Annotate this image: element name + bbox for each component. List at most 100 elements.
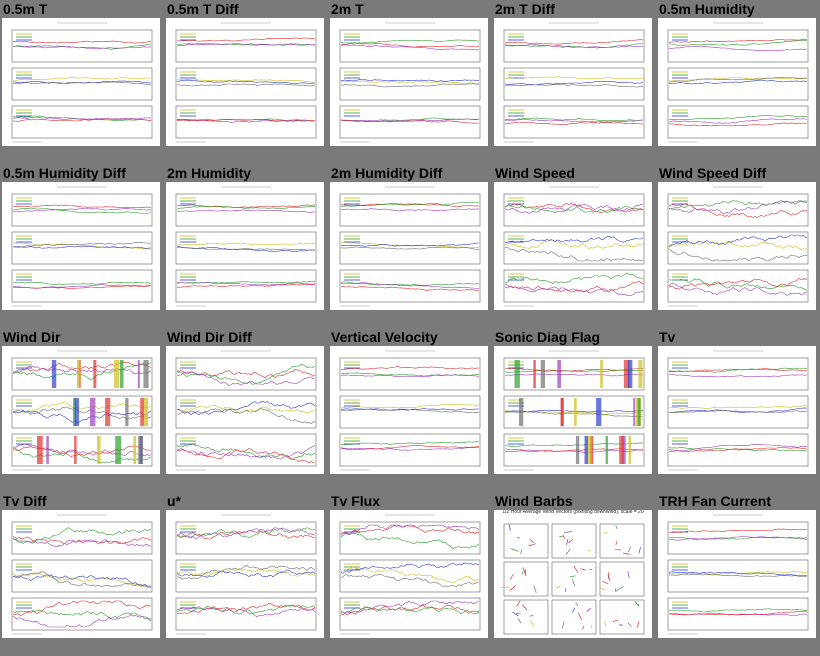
wind-vector	[575, 602, 579, 607]
wind-vector	[569, 575, 576, 578]
series-line	[341, 83, 480, 88]
panel-2m-humidity-diff: 2m Humidity Diff	[328, 164, 492, 328]
series-line	[340, 208, 480, 212]
series-line	[668, 405, 808, 409]
series-line	[668, 536, 808, 541]
subplot-frame	[339, 395, 481, 429]
plot-thumbnail-link[interactable]	[166, 18, 324, 146]
series-line	[504, 204, 644, 214]
wind-vector	[564, 531, 572, 534]
panel-0-5m-humidity-diff: 0.5m Humidity Diff	[0, 164, 164, 328]
plot-thumbnail-link[interactable]	[494, 18, 652, 146]
series-line	[341, 201, 480, 207]
plot-thumbnail-link[interactable]	[658, 346, 816, 474]
series-spike	[600, 360, 603, 388]
series-spike	[627, 360, 633, 388]
series-line	[668, 45, 808, 52]
panel-0-5m-humidity: 0.5m Humidity	[656, 0, 820, 164]
subplot-frame	[175, 105, 317, 139]
wind-vector	[509, 585, 516, 591]
wind-vector	[528, 543, 532, 546]
plot-thumbnail-link[interactable]	[166, 346, 324, 474]
plot-thumbnail-link[interactable]	[2, 346, 160, 474]
barb-panel	[551, 599, 597, 635]
plot-thumbnail-link[interactable]: 1/2 Hour Average Wind Vectors (pointing …	[494, 510, 652, 638]
series-line	[340, 42, 480, 48]
plot-thumbnail-link[interactable]	[330, 18, 488, 146]
wind-vector	[508, 524, 511, 531]
subplot-frame	[339, 29, 481, 63]
series-line	[176, 443, 316, 460]
plot-image	[503, 186, 645, 307]
panel-tv-diff: Tv Diff	[0, 492, 164, 656]
series-line	[668, 444, 808, 452]
series-line	[176, 569, 316, 578]
subplot-frame	[667, 193, 809, 227]
plot-thumbnail-link[interactable]	[166, 182, 324, 310]
plot-image	[175, 22, 317, 143]
series-line	[176, 401, 316, 416]
plot-thumbnail-link[interactable]	[330, 346, 488, 474]
subplot-frame	[11, 29, 153, 63]
plot-thumbnail-link[interactable]	[2, 182, 160, 310]
series-line	[176, 527, 316, 538]
series-line	[668, 118, 808, 124]
panel-title: Tv	[659, 329, 676, 345]
series-line	[340, 403, 480, 409]
series-line	[340, 562, 480, 574]
series-spike	[605, 436, 608, 464]
panel-title: Wind Dir	[3, 329, 61, 345]
plot-thumbnail-link[interactable]	[2, 18, 160, 146]
subplot-frame	[11, 105, 153, 139]
plot-image	[11, 350, 153, 471]
subplot-frame	[175, 597, 317, 631]
plot-image	[503, 350, 645, 471]
plot-thumbnail-link[interactable]	[658, 182, 816, 310]
series-line	[12, 571, 151, 588]
series-line	[340, 408, 479, 414]
series-line	[340, 441, 479, 446]
series-line	[668, 610, 808, 616]
plot-thumbnail-link[interactable]	[494, 346, 652, 474]
wind-vector	[615, 540, 618, 545]
series-line	[340, 524, 480, 535]
plot-thumbnail-link[interactable]	[658, 18, 816, 146]
series-spike	[97, 436, 101, 464]
series-line	[12, 242, 152, 250]
plot-thumbnail-link[interactable]	[330, 182, 488, 310]
subplot-frame	[11, 67, 153, 101]
panel-title: 2m T Diff	[495, 1, 555, 17]
wind-vector	[559, 535, 564, 537]
series-line	[340, 118, 480, 122]
subplot-frame	[667, 357, 809, 391]
subplot-frame	[11, 597, 153, 631]
series-line	[504, 280, 644, 293]
series-line	[668, 203, 808, 219]
plot-thumbnail-link[interactable]	[166, 510, 324, 638]
plot-thumbnail-link[interactable]	[494, 182, 652, 310]
subplot-frame	[175, 395, 317, 429]
series-line	[668, 241, 808, 251]
series-line	[12, 527, 152, 544]
wind-vector	[510, 548, 519, 552]
wind-vector	[556, 585, 561, 589]
plot-thumbnail-link[interactable]	[2, 510, 160, 638]
plot-thumbnail-link[interactable]	[658, 510, 816, 638]
subplot-frame	[339, 67, 481, 101]
wind-vector	[568, 538, 574, 544]
barb-panel	[503, 599, 549, 635]
series-line	[340, 374, 480, 378]
wind-vector	[607, 571, 610, 579]
series-spike	[105, 398, 111, 426]
series-line	[340, 604, 480, 616]
wind-vector	[634, 600, 640, 607]
series-line	[668, 368, 808, 373]
series-spike	[133, 436, 137, 464]
series-line	[176, 444, 316, 460]
series-line	[668, 283, 808, 296]
plot-thumbnail-link[interactable]	[330, 510, 488, 638]
wind-vector	[587, 549, 592, 552]
series-spike	[138, 436, 143, 464]
series-spike	[74, 398, 80, 426]
series-line	[504, 239, 644, 250]
